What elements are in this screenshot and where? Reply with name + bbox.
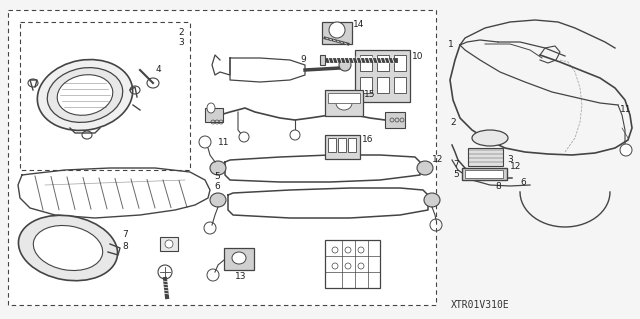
Text: 10: 10 bbox=[412, 52, 424, 61]
Text: 1: 1 bbox=[448, 40, 454, 49]
Bar bbox=[8, 10, 436, 305]
Polygon shape bbox=[212, 55, 230, 75]
Text: 7: 7 bbox=[122, 230, 128, 239]
Bar bbox=[328, 138, 336, 152]
Bar bbox=[325, 240, 380, 288]
Ellipse shape bbox=[207, 103, 215, 113]
Bar bbox=[325, 90, 363, 116]
Ellipse shape bbox=[210, 161, 226, 175]
Text: 11: 11 bbox=[620, 105, 632, 114]
Text: 13: 13 bbox=[235, 272, 246, 281]
Bar bbox=[205, 108, 223, 122]
Ellipse shape bbox=[620, 144, 632, 156]
Polygon shape bbox=[230, 58, 305, 82]
Bar bbox=[20, 22, 190, 170]
Bar bbox=[462, 168, 507, 180]
Bar bbox=[160, 237, 178, 251]
Ellipse shape bbox=[158, 265, 172, 279]
Text: 8: 8 bbox=[495, 182, 500, 191]
Bar bbox=[377, 55, 389, 71]
Bar bbox=[468, 148, 503, 166]
Ellipse shape bbox=[33, 226, 102, 271]
Ellipse shape bbox=[417, 161, 433, 175]
Text: 16: 16 bbox=[362, 135, 374, 144]
Text: 5: 5 bbox=[214, 172, 220, 181]
Text: XTR01V310E: XTR01V310E bbox=[451, 300, 509, 310]
Ellipse shape bbox=[47, 68, 123, 122]
Text: 11: 11 bbox=[218, 138, 230, 147]
Bar bbox=[325, 135, 360, 159]
Ellipse shape bbox=[424, 193, 440, 207]
Text: 5: 5 bbox=[453, 170, 459, 179]
Ellipse shape bbox=[472, 130, 508, 146]
Text: 6: 6 bbox=[214, 182, 220, 191]
Ellipse shape bbox=[37, 60, 132, 130]
Bar bbox=[360, 55, 372, 71]
Bar bbox=[465, 170, 503, 178]
Ellipse shape bbox=[290, 130, 300, 140]
Bar bbox=[385, 112, 405, 128]
Ellipse shape bbox=[165, 240, 173, 248]
Text: 6: 6 bbox=[520, 178, 525, 187]
Bar bbox=[377, 77, 389, 93]
Text: 2: 2 bbox=[450, 118, 456, 127]
Text: 3: 3 bbox=[178, 38, 184, 47]
Text: 12: 12 bbox=[432, 155, 444, 164]
Text: 7: 7 bbox=[453, 160, 459, 169]
Ellipse shape bbox=[210, 193, 226, 207]
Text: 15: 15 bbox=[364, 90, 376, 99]
Ellipse shape bbox=[232, 252, 246, 264]
Text: 3: 3 bbox=[507, 155, 513, 164]
Bar bbox=[360, 77, 372, 93]
Bar bbox=[328, 93, 360, 103]
Text: 8: 8 bbox=[122, 242, 128, 251]
Bar bbox=[320, 55, 325, 65]
Text: 9: 9 bbox=[300, 55, 306, 64]
Text: 4: 4 bbox=[156, 65, 162, 74]
Bar bbox=[322, 22, 352, 44]
Bar bbox=[394, 55, 406, 71]
Ellipse shape bbox=[336, 96, 352, 110]
Ellipse shape bbox=[19, 215, 118, 281]
Bar bbox=[394, 77, 406, 93]
Polygon shape bbox=[18, 168, 210, 218]
Bar bbox=[348, 138, 356, 152]
Ellipse shape bbox=[57, 75, 113, 115]
Bar bbox=[355, 50, 410, 102]
Text: 2: 2 bbox=[178, 28, 184, 37]
Ellipse shape bbox=[339, 59, 351, 71]
Bar bbox=[338, 138, 346, 152]
Text: 12: 12 bbox=[510, 162, 522, 171]
Text: 14: 14 bbox=[353, 20, 364, 29]
Bar bbox=[224, 248, 254, 270]
Ellipse shape bbox=[239, 132, 249, 142]
Ellipse shape bbox=[329, 22, 345, 38]
